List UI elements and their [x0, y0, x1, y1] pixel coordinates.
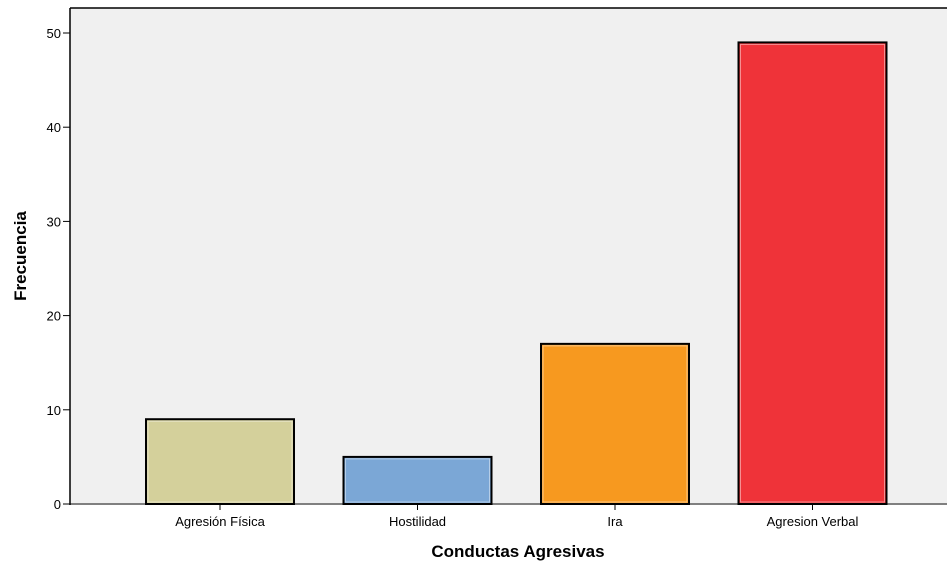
x-axis-title: Conductas Agresivas — [431, 542, 604, 561]
y-axis-title: Frecuencia — [11, 211, 30, 301]
x-labels-group: Agresión Física Hostilidad Ira Agresion Ver… — [175, 504, 859, 529]
y-tick-label: 10 — [47, 403, 61, 418]
bar-ira — [540, 342, 690, 505]
bar-agresi-n-f-sica — [145, 418, 295, 505]
y-tick-label: 0 — [54, 497, 61, 512]
bars-group — [145, 41, 888, 505]
bar-inner-outline — [740, 43, 885, 503]
x-category-label: Agresión Física — [175, 514, 265, 529]
x-category-label: Agresion Verbal — [767, 514, 859, 529]
y-tick-label: 20 — [47, 309, 61, 324]
x-category-label: Hostilidad — [389, 514, 446, 529]
y-tick-label: 40 — [47, 120, 61, 135]
bar-inner-outline — [542, 345, 688, 503]
bar-agresion-verbal — [737, 41, 888, 505]
x-category-label: Ira — [607, 514, 623, 529]
y-tick-label: 30 — [47, 214, 61, 229]
bar-hostilidad — [342, 455, 493, 505]
bar-inner-outline — [345, 458, 490, 503]
bar-inner-outline — [147, 420, 293, 503]
y-ticks-group: 0 10 20 30 40 50 — [47, 26, 70, 512]
y-tick-label: 50 — [47, 26, 61, 41]
